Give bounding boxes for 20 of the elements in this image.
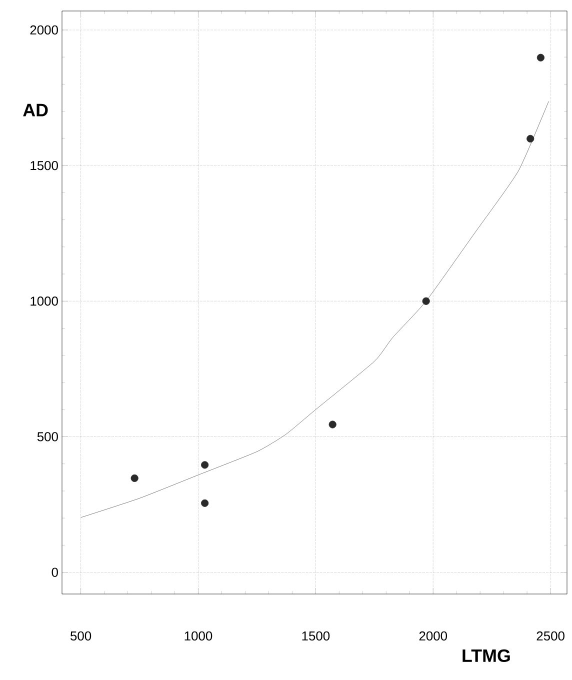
y-tick-label: 500 — [37, 432, 58, 442]
x-tick-label: 2000 — [419, 631, 448, 641]
y-tick-label: 0 — [52, 568, 58, 577]
point — [201, 499, 209, 507]
x-tick-label: 1500 — [302, 631, 330, 641]
point — [536, 54, 544, 62]
point — [526, 134, 534, 142]
x-tick-label: 500 — [70, 631, 92, 641]
y-tick-label: 1500 — [30, 160, 58, 170]
y-tick-label: 1000 — [30, 296, 58, 306]
x-axis-title: LTMG — [462, 649, 510, 662]
point — [328, 420, 336, 428]
x-tick-label: 1000 — [184, 631, 212, 641]
line-series — [80, 101, 549, 518]
point — [130, 474, 138, 482]
point — [201, 461, 209, 469]
x-tick-label: 2500 — [536, 631, 564, 641]
point — [422, 297, 430, 305]
y-axis-title: AD — [23, 104, 48, 116]
y-tick-label: 2000 — [30, 25, 58, 35]
